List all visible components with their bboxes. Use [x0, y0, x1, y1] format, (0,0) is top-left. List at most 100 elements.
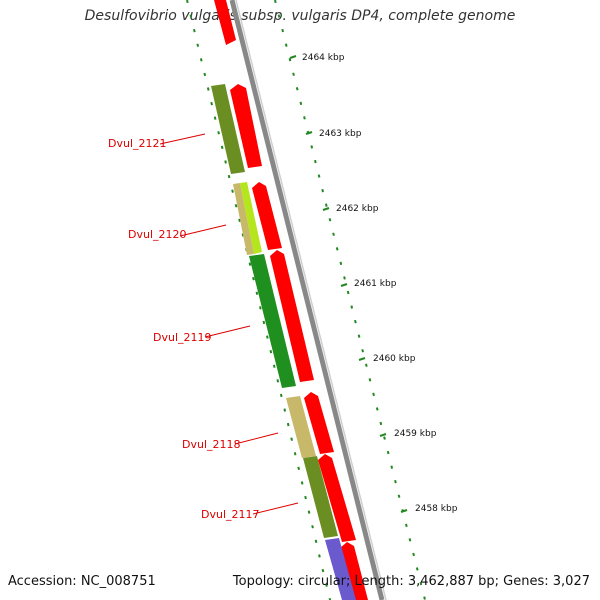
minor-tick	[383, 436, 386, 440]
genome-backbone	[229, 0, 385, 600]
gene-block-slateblue[interactable]	[325, 538, 356, 600]
kbp-major-tick	[340, 283, 348, 287]
gene-arrow-forward[interactable]	[340, 542, 368, 600]
genome-backbone-shadow	[235, 0, 387, 600]
minor-tick	[196, 43, 200, 47]
minor-tick	[368, 378, 372, 382]
gene-arrow-forward[interactable]	[304, 392, 334, 454]
minor-tick	[220, 145, 224, 150]
minor-tick	[321, 188, 324, 193]
minor-tick	[279, 393, 283, 398]
minor-tick	[248, 262, 252, 266]
minor-tick	[300, 481, 304, 485]
gene-block-green[interactable]	[249, 254, 296, 388]
gene-label-leader	[159, 133, 206, 145]
gene-label-leader	[234, 432, 279, 445]
minor-tick	[394, 479, 397, 484]
minor-tick	[231, 189, 234, 193]
minor-tick	[335, 247, 339, 251]
gene-block-khaki[interactable]	[286, 396, 316, 458]
gene-arrow-forward[interactable]	[230, 84, 262, 168]
kbp-major-tick	[379, 433, 387, 437]
minor-tick	[283, 408, 287, 412]
minor-tick	[203, 72, 207, 77]
minor-tick	[259, 306, 262, 310]
minor-tick	[186, 0, 189, 4]
minor-tick	[324, 203, 328, 207]
gene-block-olive[interactable]	[303, 456, 338, 538]
kbp-label: 2464 kbp	[302, 53, 345, 63]
minor-tick	[375, 407, 379, 411]
accession-text: Accession: NC_008751	[8, 574, 156, 589]
kbp-label: 2461 kbp	[354, 279, 397, 289]
minor-tick	[213, 116, 217, 120]
minor-tick	[288, 57, 292, 62]
minor-tick	[332, 232, 335, 236]
kbp-label: 2458 kbp	[415, 504, 458, 514]
minor-tick	[189, 14, 193, 18]
minor-tick	[419, 581, 423, 586]
minor-tick	[314, 159, 317, 164]
minor-tick	[325, 583, 328, 587]
minor-tick	[318, 554, 321, 558]
minor-tick	[321, 568, 325, 573]
minor-tick	[423, 596, 426, 600]
gene-label[interactable]: Dvul_2121	[108, 137, 167, 150]
minor-tick	[206, 87, 210, 91]
minor-tick	[310, 145, 314, 149]
minor-tick	[328, 218, 332, 222]
kbp-major-tick	[289, 55, 297, 59]
gene-arrow-forward[interactable]	[318, 454, 356, 542]
gene-label-leader	[204, 325, 251, 338]
minor-tick	[252, 276, 255, 281]
gene-arrow-forward[interactable]	[252, 182, 282, 250]
minor-tick	[317, 174, 321, 178]
minor-tick	[408, 538, 412, 542]
minor-tick	[365, 363, 368, 367]
minor-tick	[272, 364, 276, 368]
gene-labels: Dvul_2121 Dvul_2120 Dvul_2119 Dvul_2118 …	[108, 133, 299, 521]
minor-tick	[311, 525, 314, 529]
minor-tick	[269, 349, 273, 354]
minor-tick	[281, 28, 284, 33]
minor-tick	[292, 72, 295, 76]
kbp-scale: 2464 kbp 2463 kbp 2462 kbp 2461 kbp 2460…	[289, 53, 458, 514]
minor-tick	[210, 101, 213, 106]
minor-tick	[290, 437, 293, 441]
minor-tick	[405, 523, 408, 528]
gene-block-olive[interactable]	[211, 84, 245, 174]
gene-arrow-forward[interactable]	[214, 0, 236, 45]
minor-tick	[304, 495, 307, 500]
gene-arrow-forward[interactable]	[270, 250, 314, 382]
minor-tick	[295, 87, 299, 91]
kbp-major-tick	[322, 207, 330, 211]
gene-label[interactable]: Dvul_2120	[128, 228, 187, 241]
minor-tick	[412, 552, 415, 557]
genome-title: Desulfovibrio vulgaris subsp. vulgaris D…	[84, 8, 516, 24]
gene-label-leader	[252, 502, 299, 515]
minor-tick	[234, 204, 238, 208]
gene-block-khaki[interactable]	[233, 183, 254, 255]
minor-tick	[303, 116, 306, 120]
minor-tick	[193, 28, 196, 33]
minor-tick	[293, 452, 297, 456]
reverse-genes	[211, 84, 356, 600]
minor-tick	[357, 334, 361, 338]
inner-tick-ring	[186, 0, 332, 600]
minor-tick	[390, 465, 394, 469]
outer-tick-ring	[274, 0, 426, 600]
minor-tick	[386, 450, 390, 455]
minor-tick	[339, 261, 343, 266]
minor-tick	[241, 233, 245, 237]
minor-tick	[350, 305, 354, 309]
kbp-label: 2459 kbp	[394, 429, 437, 439]
gene-label[interactable]: Dvul_2117	[201, 508, 260, 521]
gene-block-yellowgreen[interactable]	[240, 182, 262, 254]
minor-tick	[379, 421, 383, 426]
kbp-major-tick	[358, 357, 366, 361]
gene-label[interactable]: Dvul_2119	[153, 331, 212, 344]
minor-tick	[299, 101, 303, 106]
minor-tick	[224, 160, 227, 164]
gene-label[interactable]: Dvul_2118	[182, 438, 241, 451]
